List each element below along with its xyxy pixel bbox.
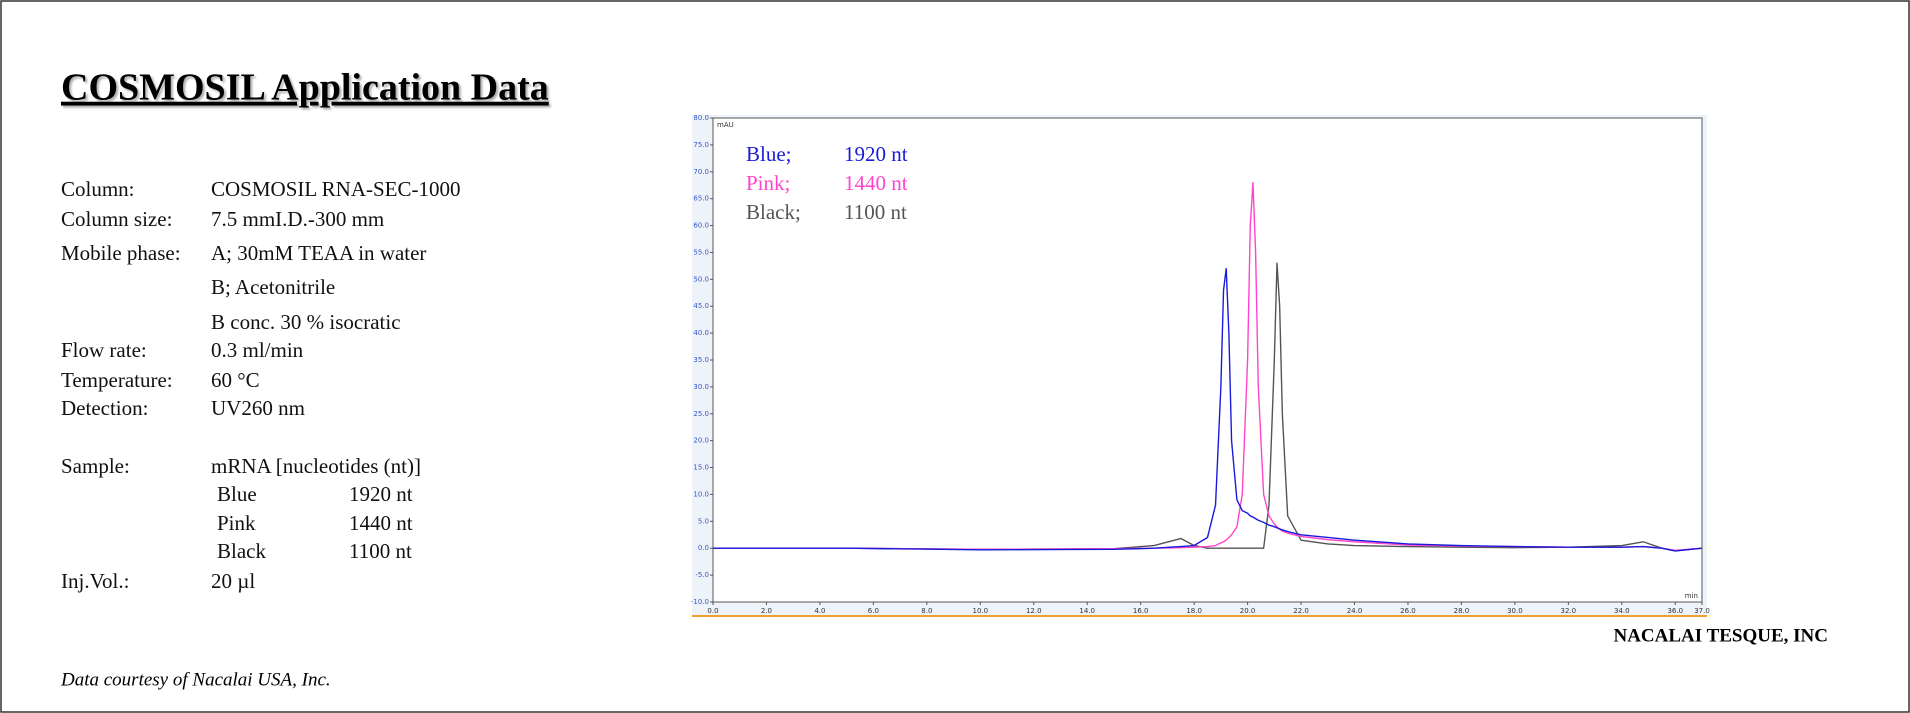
x-tick-label: 36.0 bbox=[1667, 607, 1683, 615]
x-axis-label: min bbox=[1685, 592, 1698, 600]
label: Column size: bbox=[61, 207, 172, 231]
x-tick-label: 16.0 bbox=[1133, 607, 1149, 615]
value: B; Acetonitrile bbox=[211, 275, 335, 299]
y-tick-label: 30.0 bbox=[693, 383, 709, 391]
page-title: COSMOSIL Application Data bbox=[61, 67, 549, 109]
y-tick-label: 35.0 bbox=[693, 356, 709, 364]
legend-name: Black; bbox=[746, 200, 801, 224]
sample-length: 1440 nt bbox=[349, 511, 413, 535]
value: 0.3 ml/min bbox=[211, 338, 304, 362]
x-tick-label: 0.0 bbox=[707, 607, 718, 615]
label: Temperature: bbox=[61, 368, 173, 392]
legend-label: 1440 nt bbox=[844, 171, 908, 195]
y-tick-label: 15.0 bbox=[693, 464, 709, 472]
conditions: Column: COSMOSIL RNA-SEC-1000 Column siz… bbox=[61, 177, 461, 593]
x-tick-label: 2.0 bbox=[761, 607, 772, 615]
credit: Data courtesy of Nacalai USA, Inc. bbox=[60, 669, 331, 690]
label: Mobile phase: bbox=[61, 241, 181, 265]
legend-name: Pink; bbox=[746, 171, 790, 195]
y-tick-label: 0.0 bbox=[698, 544, 709, 552]
x-tick-label: 24.0 bbox=[1347, 607, 1363, 615]
y-tick-label: -5.0 bbox=[695, 571, 709, 579]
y-tick-label: 20.0 bbox=[693, 437, 709, 445]
y-tick-label: 45.0 bbox=[693, 302, 709, 310]
value: A; 30mM TEAA in water bbox=[211, 241, 426, 265]
sample-name: Black bbox=[217, 539, 266, 563]
x-tick-label: 14.0 bbox=[1079, 607, 1095, 615]
value: UV260 nm bbox=[211, 396, 305, 420]
x-tick-label: 28.0 bbox=[1454, 607, 1470, 615]
legend-label: 1920 nt bbox=[844, 142, 908, 166]
x-tick-label: 22.0 bbox=[1293, 607, 1309, 615]
y-axis-label: mAU bbox=[717, 121, 734, 129]
label: Inj.Vol.: bbox=[61, 569, 129, 593]
legend-name: Blue; bbox=[746, 142, 792, 166]
company: NACALAI TESQUE, INC bbox=[1613, 625, 1828, 646]
sample-name: Pink bbox=[217, 511, 256, 535]
x-tick-label: 12.0 bbox=[1026, 607, 1042, 615]
value: 60 °C bbox=[211, 368, 260, 392]
series-line bbox=[713, 267, 1703, 552]
x-tick-label: 10.0 bbox=[973, 607, 989, 615]
y-tick-label: 5.0 bbox=[698, 517, 709, 525]
value: mRNA [nucleotides (nt)] bbox=[211, 454, 421, 478]
y-tick-label: -10.0 bbox=[691, 598, 709, 606]
value: 20 µl bbox=[211, 569, 255, 593]
plot-area bbox=[712, 117, 1703, 603]
x-tick-label: 26.0 bbox=[1400, 607, 1416, 615]
x-tick-label: 20.0 bbox=[1240, 607, 1256, 615]
label: Flow rate: bbox=[61, 338, 147, 362]
chart: -10.0 -5.0 0.0 5.0 10.0 15.0 20.0 25.0 30.0 35.0 4… bbox=[691, 114, 1710, 615]
x-tick-label: 8.0 bbox=[921, 607, 932, 615]
x-tick-label: 34.0 bbox=[1614, 607, 1630, 615]
x-tick-label: 30.0 bbox=[1507, 607, 1523, 615]
x-tick-label: 32.0 bbox=[1561, 607, 1577, 615]
y-tick-label: 55.0 bbox=[693, 248, 709, 256]
y-tick-label: 25.0 bbox=[693, 410, 709, 418]
value: B conc. 30 % isocratic bbox=[211, 310, 401, 334]
sample-name: Blue bbox=[217, 482, 257, 506]
x-tick-label: 6.0 bbox=[868, 607, 879, 615]
y-tick-label: 40.0 bbox=[693, 329, 709, 337]
legend-label: 1100 nt bbox=[844, 200, 907, 224]
y-tick-label: 50.0 bbox=[693, 275, 709, 283]
sample-length: 1920 nt bbox=[349, 482, 413, 506]
x-tick-label: 4.0 bbox=[814, 607, 825, 615]
y-tick-label: 80.0 bbox=[693, 114, 709, 122]
label: Column: bbox=[61, 177, 135, 201]
x-tick-label: 18.0 bbox=[1186, 607, 1202, 615]
y-tick-label: 65.0 bbox=[693, 195, 709, 203]
value: 7.5 mmI.D.-300 mm bbox=[211, 207, 384, 231]
y-tick-label: 10.0 bbox=[693, 490, 709, 498]
y-tick-label: 75.0 bbox=[693, 141, 709, 149]
sample-length: 1100 nt bbox=[349, 539, 412, 563]
label: Sample: bbox=[61, 454, 130, 478]
y-tick-label: 60.0 bbox=[693, 222, 709, 230]
x-tick-label: 37.0 bbox=[1694, 607, 1710, 615]
y-tick-label: 70.0 bbox=[693, 168, 709, 176]
label: Detection: bbox=[61, 396, 148, 420]
value: COSMOSIL RNA-SEC-1000 bbox=[211, 177, 461, 201]
